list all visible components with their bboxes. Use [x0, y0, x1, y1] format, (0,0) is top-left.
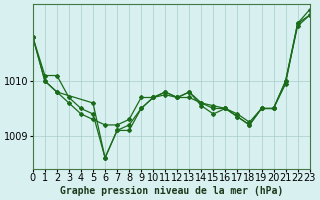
X-axis label: Graphe pression niveau de la mer (hPa): Graphe pression niveau de la mer (hPa)	[60, 186, 283, 196]
